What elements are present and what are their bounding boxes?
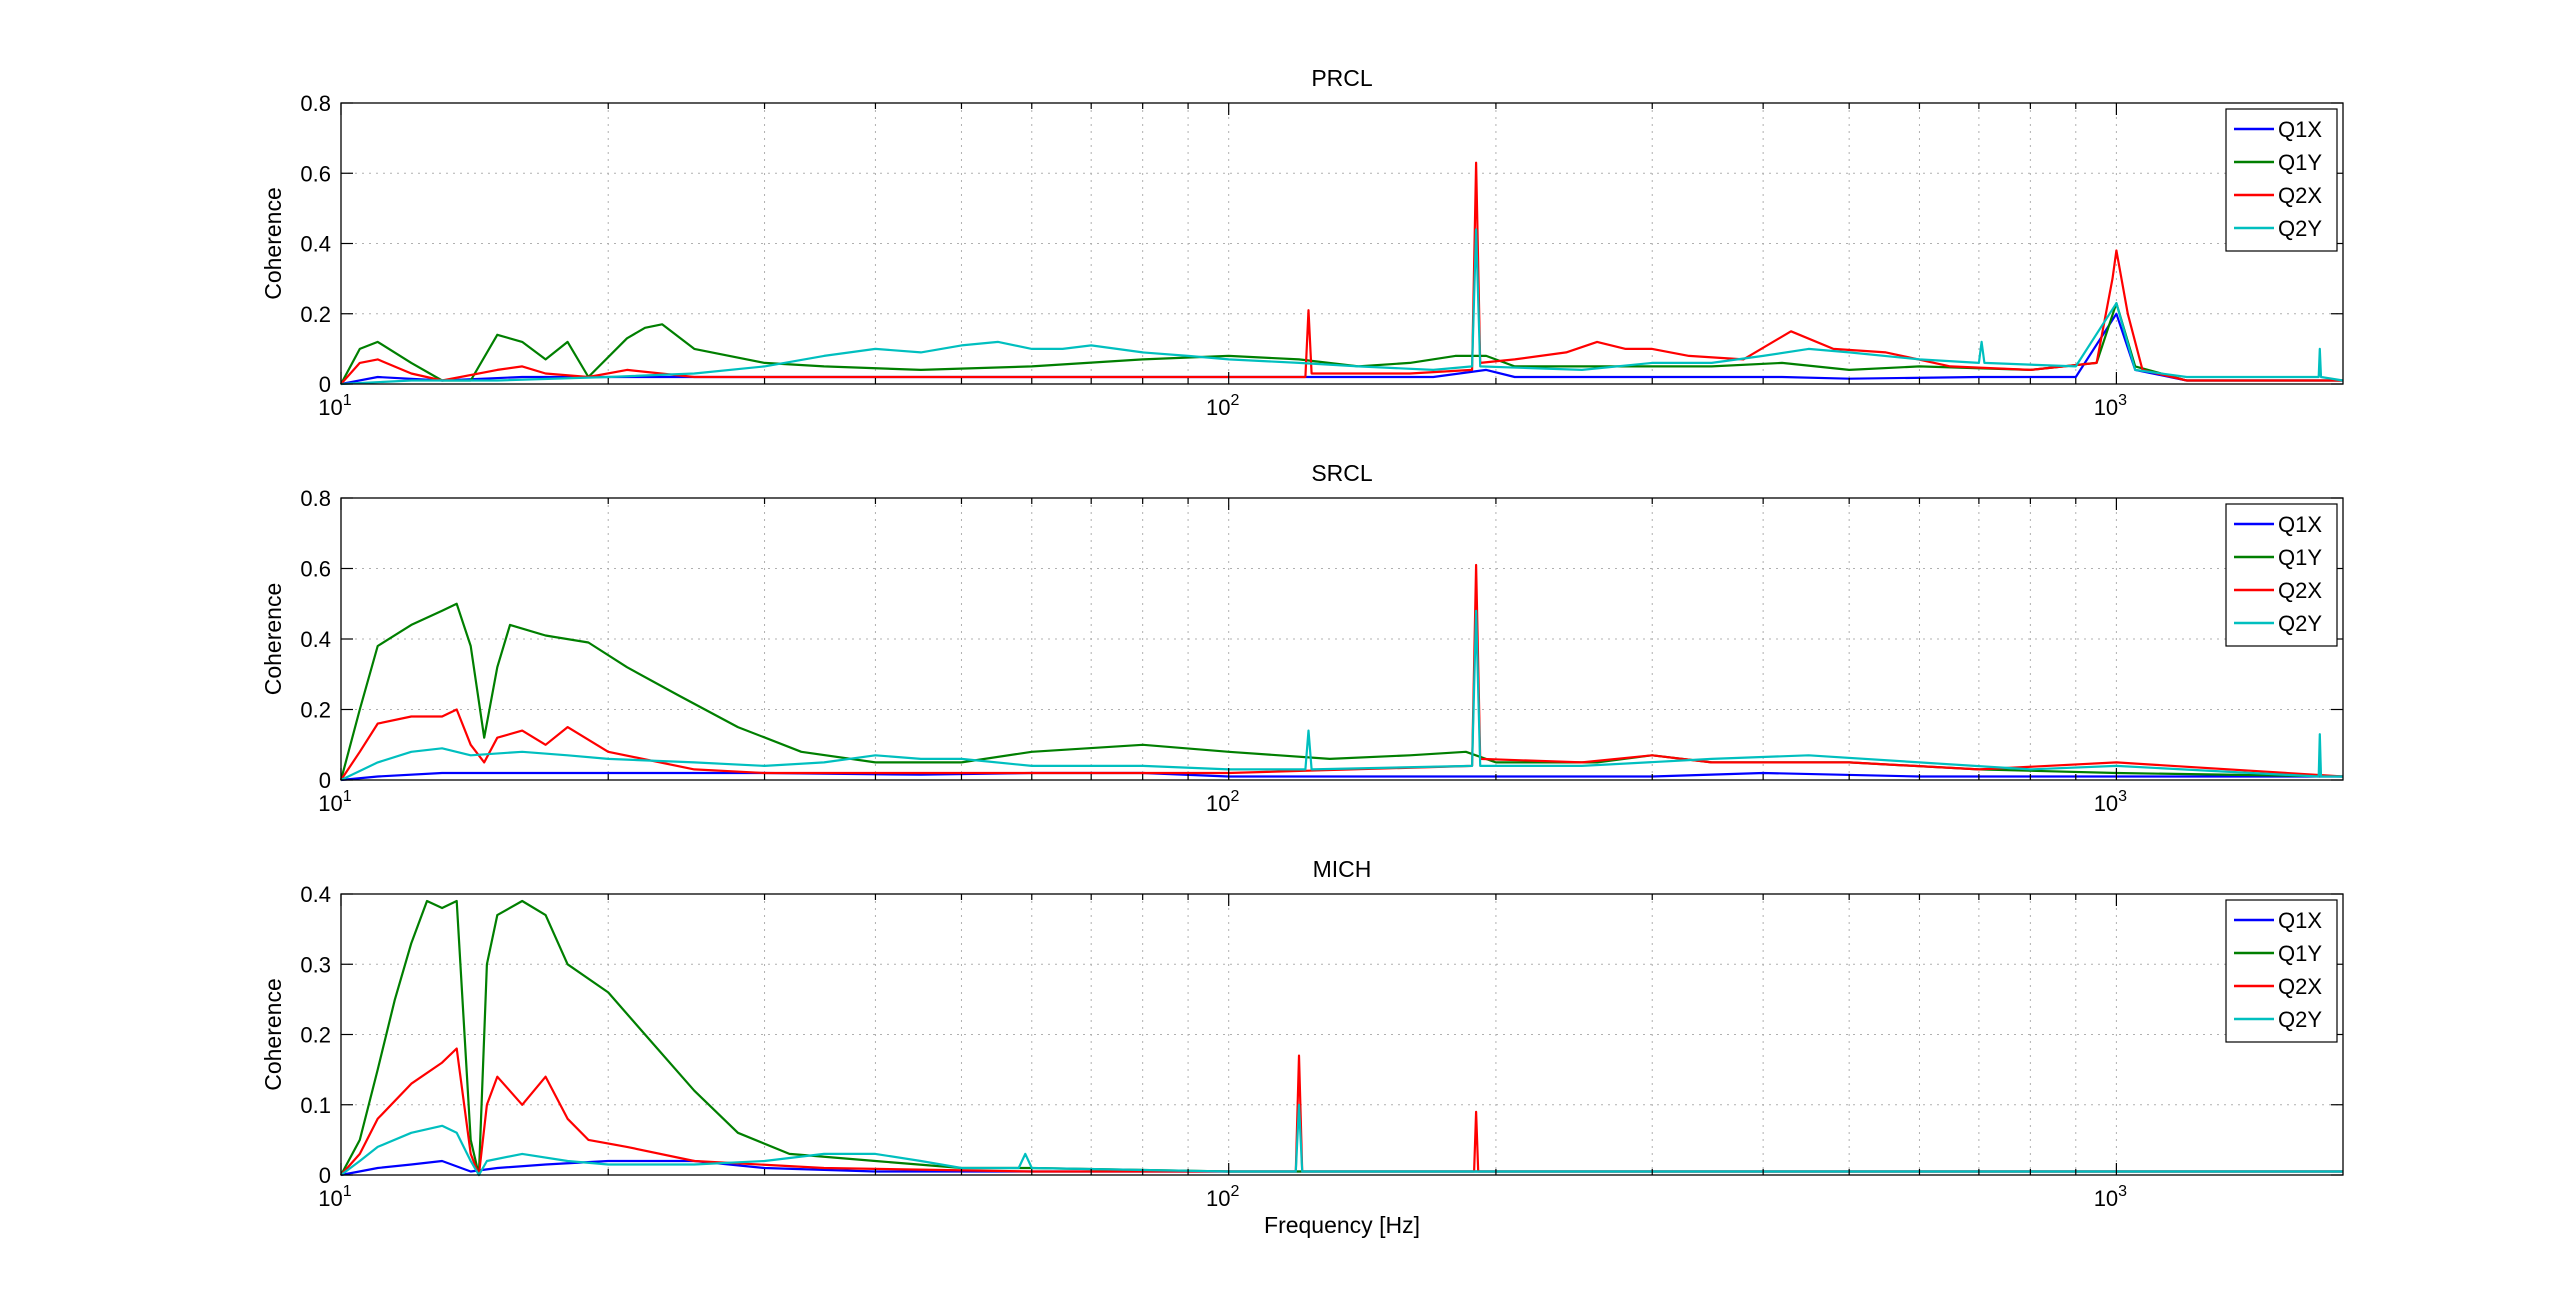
x-ticks — [340, 102, 2343, 385]
series-line-q2y — [340, 228, 2344, 386]
y-axis-label: Coherence — [260, 978, 286, 1091]
legend-label-q1y: Q1Y — [2278, 545, 2322, 570]
y-tick-label: 0.6 — [300, 557, 331, 582]
chart-title: SRCL — [1311, 460, 1373, 486]
y-tick-label: 0 — [319, 768, 331, 793]
x-axis-label: Frequency [Hz] — [1264, 1212, 1420, 1238]
chart-title: MICH — [1313, 856, 1372, 882]
legend: Q1X Q1Y Q2X Q2Y — [2225, 503, 2338, 647]
y-tick-label: 0.8 — [300, 91, 331, 116]
y-tick-label: 0.1 — [300, 1093, 331, 1118]
y-tick-label: 0.4 — [300, 232, 331, 257]
y-tick-label: 0.8 — [300, 486, 331, 511]
y-tick-label: 0 — [319, 372, 331, 397]
legend-label-q1y: Q1Y — [2278, 150, 2322, 175]
y-tick-label: 0.6 — [300, 161, 331, 186]
legend-label-q2x: Q2X — [2278, 974, 2322, 999]
series-line-q2y — [340, 1103, 2343, 1177]
y-axis-label: Coherence — [260, 187, 286, 300]
y-axis-label: Coherence — [260, 583, 286, 696]
x-tick-label: 102 — [1206, 788, 1239, 816]
x-tick-label: 101 — [318, 1183, 351, 1211]
legend: Q1X Q1Y Q2X Q2Y — [2225, 899, 2338, 1043]
x-tick-label: 102 — [1206, 1183, 1239, 1211]
legend-label-q1x: Q1X — [2278, 512, 2322, 537]
legend-label-q1y: Q1Y — [2278, 941, 2322, 966]
series-group — [340, 161, 2344, 386]
grid — [341, 498, 2343, 780]
y-tick-label: 0.2 — [300, 698, 331, 723]
legend-label-q2y: Q2Y — [2278, 1007, 2322, 1032]
y-tick-label: 0 — [319, 1163, 331, 1188]
x-tick-label: 101 — [318, 392, 351, 420]
series-line-q1y — [340, 302, 2343, 385]
y-tick-label: 0.3 — [300, 952, 331, 977]
grid — [341, 894, 2343, 1175]
legend: Q1X Q1Y Q2X Q2Y — [2225, 108, 2338, 252]
y-tick-label: 0.4 — [300, 882, 331, 907]
series-group — [340, 899, 2343, 1177]
y-tick-label: 0.4 — [300, 627, 331, 652]
chart-title: PRCL — [1311, 65, 1373, 91]
x-tick-label: 103 — [2094, 392, 2127, 420]
grid — [341, 103, 2343, 384]
legend-label-q2y: Q2Y — [2278, 611, 2322, 636]
y-tick-label: 0.2 — [300, 302, 331, 327]
legend-label-q2y: Q2Y — [2278, 216, 2322, 241]
y-tick-label: 0.2 — [300, 1023, 331, 1048]
x-ticks — [340, 893, 2343, 1176]
x-tick-label: 101 — [318, 788, 351, 816]
chart-panel-mich: 0 0.1 0.2 0.3 0.4 101 102 103 MICH Coherence Frequ… — [260, 856, 2344, 1238]
legend-label-q1x: Q1X — [2278, 117, 2322, 142]
series-line-q2x — [340, 161, 2343, 385]
x-tick-label: 103 — [2094, 788, 2127, 816]
x-tick-label: 103 — [2094, 1183, 2127, 1211]
legend-label-q1x: Q1X — [2278, 908, 2322, 933]
legend-label-q2x: Q2X — [2278, 183, 2322, 208]
legend-label-q2x: Q2X — [2278, 578, 2322, 603]
x-tick-label: 102 — [1206, 392, 1239, 420]
